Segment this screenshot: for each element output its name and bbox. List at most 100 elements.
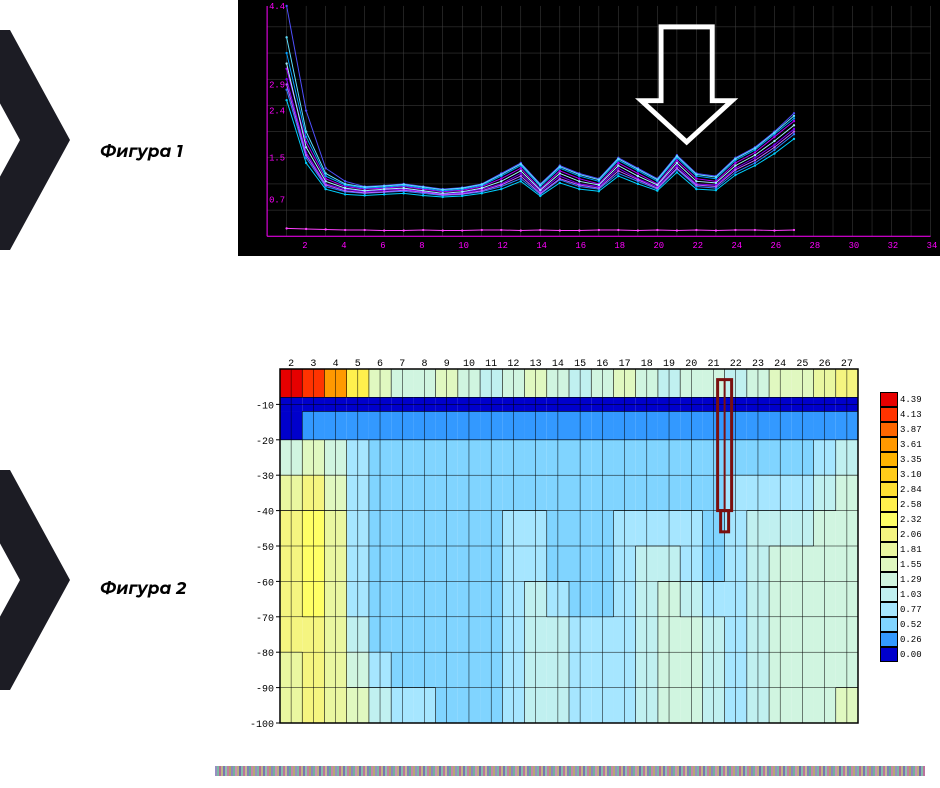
line-chart-svg: 0.71.52.42.94.42468101214161820222426283… xyxy=(240,2,938,254)
svg-text:4: 4 xyxy=(333,359,339,370)
svg-text:4.4: 4.4 xyxy=(269,2,285,12)
svg-text:12: 12 xyxy=(507,359,519,370)
svg-text:34: 34 xyxy=(927,241,938,251)
figure-2-label: Фигура 2 xyxy=(100,579,186,599)
svg-text:22: 22 xyxy=(730,359,742,370)
svg-text:6: 6 xyxy=(377,359,383,370)
legend-row: 2.06 xyxy=(880,527,922,542)
svg-text:2.9: 2.9 xyxy=(269,80,285,90)
legend-row: 3.35 xyxy=(880,452,922,467)
legend-value: 0.52 xyxy=(900,620,922,630)
legend-row: 1.55 xyxy=(880,557,922,572)
svg-text:7: 7 xyxy=(399,359,405,370)
legend-swatch xyxy=(880,437,898,452)
svg-text:-60: -60 xyxy=(256,578,274,589)
svg-text:6: 6 xyxy=(380,241,385,251)
svg-text:-50: -50 xyxy=(256,543,274,554)
svg-text:9: 9 xyxy=(444,359,450,370)
legend-value: 4.13 xyxy=(900,410,922,420)
svg-text:-100: -100 xyxy=(250,720,274,731)
legend-row: 1.29 xyxy=(880,572,922,587)
legend-row: 1.81 xyxy=(880,542,922,557)
legend-swatch xyxy=(880,647,898,662)
noise-strip-svg xyxy=(215,766,925,776)
noise-strip xyxy=(215,766,925,776)
svg-text:30: 30 xyxy=(849,241,860,251)
svg-text:-90: -90 xyxy=(256,685,274,696)
legend-row: 4.13 xyxy=(880,407,922,422)
legend-value: 2.32 xyxy=(900,515,922,525)
svg-text:-30: -30 xyxy=(256,472,274,483)
svg-text:3: 3 xyxy=(310,359,316,370)
svg-text:0.7: 0.7 xyxy=(269,196,285,206)
legend-value: 3.87 xyxy=(900,425,922,435)
svg-text:14: 14 xyxy=(536,241,547,251)
svg-text:-70: -70 xyxy=(256,614,274,625)
legend-value: 3.61 xyxy=(900,440,922,450)
svg-text:5: 5 xyxy=(355,359,361,370)
contour-chart: 2345678910111213141516171819202122232425… xyxy=(238,355,860,737)
legend-swatch xyxy=(880,587,898,602)
svg-text:14: 14 xyxy=(552,359,564,370)
legend-row: 3.87 xyxy=(880,422,922,437)
legend-row: 0.77 xyxy=(880,602,922,617)
legend-row: 2.84 xyxy=(880,482,922,497)
svg-text:15: 15 xyxy=(574,359,586,370)
svg-text:25: 25 xyxy=(796,359,808,370)
svg-text:32: 32 xyxy=(888,241,899,251)
svg-text:-80: -80 xyxy=(256,649,274,660)
legend-swatch xyxy=(880,467,898,482)
legend-value: 1.81 xyxy=(900,545,922,555)
legend-swatch xyxy=(880,452,898,467)
page-arrow-deco-2 xyxy=(0,470,70,690)
svg-text:10: 10 xyxy=(463,359,475,370)
svg-text:2: 2 xyxy=(302,241,307,251)
legend-row: 4.39 xyxy=(880,392,922,407)
legend-swatch xyxy=(880,392,898,407)
svg-text:26: 26 xyxy=(819,359,831,370)
legend-value: 2.06 xyxy=(900,530,922,540)
legend-swatch xyxy=(880,512,898,527)
svg-text:23: 23 xyxy=(752,359,764,370)
legend-swatch xyxy=(880,542,898,557)
svg-text:22: 22 xyxy=(692,241,703,251)
svg-text:12: 12 xyxy=(497,241,508,251)
svg-text:21: 21 xyxy=(707,359,719,370)
svg-text:1.5: 1.5 xyxy=(269,154,285,164)
svg-text:-10: -10 xyxy=(256,401,274,412)
line-chart: 0.71.52.42.94.42468101214161820222426283… xyxy=(238,0,940,256)
legend-row: 2.32 xyxy=(880,512,922,527)
page-arrow-deco-1 xyxy=(0,30,70,250)
svg-text:18: 18 xyxy=(641,359,653,370)
legend-value: 1.03 xyxy=(900,590,922,600)
svg-text:-40: -40 xyxy=(256,508,274,519)
svg-text:13: 13 xyxy=(530,359,542,370)
legend-swatch xyxy=(880,572,898,587)
legend-row: 1.03 xyxy=(880,587,922,602)
legend-row: 0.26 xyxy=(880,632,922,647)
legend-swatch xyxy=(880,602,898,617)
legend-swatch xyxy=(880,407,898,422)
svg-text:8: 8 xyxy=(421,359,427,370)
legend-row: 2.58 xyxy=(880,497,922,512)
legend-value: 3.35 xyxy=(900,455,922,465)
svg-text:20: 20 xyxy=(685,359,697,370)
legend-swatch xyxy=(880,482,898,497)
colorbar-legend: 4.39 4.13 3.87 3.61 3.35 3.10 2.842.58 2.32 2.06… xyxy=(880,392,922,662)
legend-value: 1.55 xyxy=(900,560,922,570)
legend-value: 0.26 xyxy=(900,635,922,645)
svg-text:2.4: 2.4 xyxy=(269,107,285,117)
figure-1-label: Фигура 1 xyxy=(100,142,183,162)
legend-swatch xyxy=(880,497,898,512)
svg-text:24: 24 xyxy=(732,241,743,251)
legend-row: 0.52 xyxy=(880,617,922,632)
legend-value: 3.10 xyxy=(900,470,922,480)
legend-swatch xyxy=(880,527,898,542)
legend-row: 0.00 xyxy=(880,647,922,662)
svg-text:16: 16 xyxy=(575,241,586,251)
svg-text:26: 26 xyxy=(771,241,782,251)
legend-swatch xyxy=(880,632,898,647)
svg-text:10: 10 xyxy=(458,241,469,251)
legend-value: 4.39 xyxy=(900,395,922,405)
svg-text:19: 19 xyxy=(663,359,675,370)
